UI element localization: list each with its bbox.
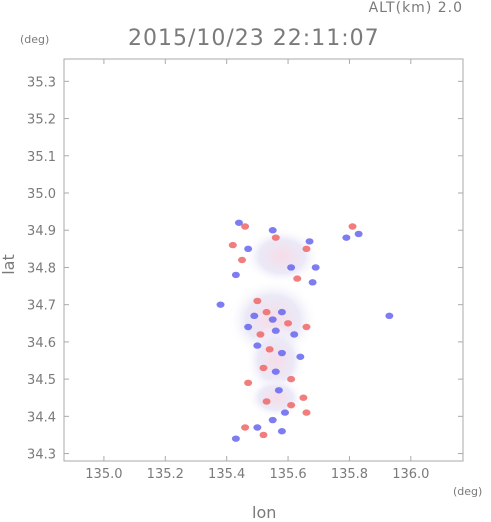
data-cell bbox=[271, 234, 280, 241]
y-tick-label: 34.3 bbox=[27, 448, 56, 463]
data-cell bbox=[250, 312, 259, 320]
x-tick-label: 136.0 bbox=[392, 467, 429, 482]
data-cell bbox=[290, 331, 299, 338]
data-cell bbox=[268, 227, 277, 234]
data-cell bbox=[244, 245, 253, 253]
x-tick-label: 135.8 bbox=[331, 467, 368, 482]
echo-blob bbox=[243, 228, 320, 285]
data-cell bbox=[259, 431, 268, 439]
y-tick-label: 35.1 bbox=[27, 150, 56, 165]
data-cell bbox=[277, 349, 286, 357]
x-tick-label: 135.4 bbox=[208, 467, 245, 482]
data-cell bbox=[287, 375, 296, 383]
y-tick-label: 35.3 bbox=[27, 75, 56, 90]
x-axis-label: lon bbox=[252, 503, 277, 522]
data-cell bbox=[311, 264, 320, 271]
data-cell bbox=[262, 308, 271, 316]
data-cell bbox=[277, 308, 286, 316]
data-cell bbox=[284, 320, 293, 327]
data-cell bbox=[241, 424, 250, 431]
y-tick-label: 34.8 bbox=[27, 261, 56, 276]
chart-title: 2015/10/23 22:11:07 bbox=[128, 26, 380, 51]
echo-region bbox=[227, 228, 320, 418]
data-cell bbox=[308, 279, 317, 286]
data-cell bbox=[271, 327, 280, 334]
data-cell bbox=[231, 271, 240, 279]
data-cell bbox=[216, 301, 225, 308]
y-tick-label: 35.2 bbox=[27, 113, 56, 128]
data-cell bbox=[354, 230, 363, 238]
y-tick-label: 34.9 bbox=[27, 224, 56, 239]
data-cell bbox=[244, 323, 253, 331]
data-cell bbox=[231, 435, 240, 442]
data-cell bbox=[385, 312, 394, 320]
altitude-label: ALT(km) 2.0 bbox=[368, 0, 463, 16]
data-cell bbox=[244, 379, 253, 387]
data-cell bbox=[302, 323, 311, 331]
data-cell bbox=[299, 394, 308, 401]
y-tick-label: 34.4 bbox=[27, 410, 56, 425]
data-cell bbox=[277, 428, 286, 435]
y-tick-label: 34.7 bbox=[27, 299, 56, 314]
data-cell bbox=[253, 424, 262, 431]
data-cell bbox=[271, 368, 280, 375]
data-cell bbox=[348, 223, 357, 230]
data-cell bbox=[241, 223, 250, 230]
x-tick-label: 135.0 bbox=[85, 467, 122, 482]
data-cell bbox=[262, 398, 271, 405]
data-cell bbox=[287, 401, 296, 409]
plot-frame bbox=[63, 58, 464, 462]
data-cell bbox=[287, 264, 296, 271]
y-tick-label: 34.5 bbox=[27, 373, 56, 388]
data-cell bbox=[234, 219, 243, 226]
data-cell bbox=[268, 316, 277, 323]
data-cell bbox=[268, 416, 277, 424]
data-cell bbox=[256, 331, 265, 338]
data-cell bbox=[253, 342, 262, 349]
x-axis-unit: (deg) bbox=[453, 485, 483, 498]
data-cell bbox=[302, 409, 311, 416]
y-tick-label: 34.6 bbox=[27, 336, 56, 351]
y-tick-label: 35.0 bbox=[27, 187, 56, 202]
y-axis-unit: (deg) bbox=[20, 33, 50, 46]
x-tick-label: 135.6 bbox=[269, 467, 306, 482]
data-cell bbox=[280, 409, 289, 416]
data-cell bbox=[253, 297, 262, 305]
data-cell bbox=[342, 234, 351, 241]
data-cell bbox=[305, 238, 314, 245]
data-cell bbox=[302, 245, 311, 253]
data-cell bbox=[293, 275, 302, 282]
data-cell bbox=[265, 346, 274, 353]
data-cell bbox=[274, 387, 283, 394]
data-cell bbox=[296, 353, 305, 360]
data-cell bbox=[238, 256, 247, 264]
echo-blob bbox=[247, 377, 304, 418]
data-cell bbox=[259, 364, 268, 372]
data-cell bbox=[228, 241, 237, 249]
x-tick-label: 135.2 bbox=[147, 467, 184, 482]
